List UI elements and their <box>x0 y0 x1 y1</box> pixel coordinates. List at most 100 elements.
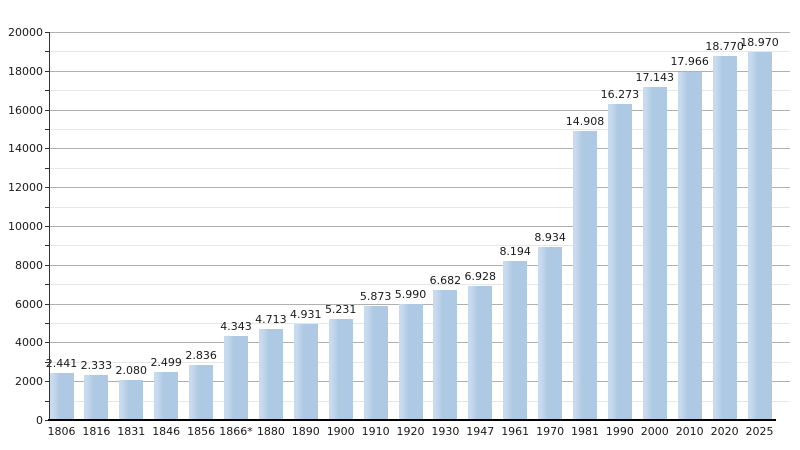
bar-value-label: 14.908 <box>565 114 605 128</box>
gridline-major <box>50 148 790 149</box>
y-axis-tick <box>45 51 50 52</box>
bar-value-label: 18.770 <box>705 39 744 53</box>
y-axis-tick <box>45 110 50 111</box>
x-axis-label: 1866* <box>219 425 253 438</box>
y-axis-tick <box>45 265 50 266</box>
y-axis-tick <box>45 226 50 227</box>
y-axis-label: 12000 <box>8 181 43 194</box>
x-axis-label: 1880 <box>256 425 285 438</box>
x-axis-label: 1930 <box>431 425 460 438</box>
bar-value-label: 17.966 <box>670 55 709 69</box>
y-axis-tick <box>45 420 50 421</box>
bar-value-label: 6.928 <box>464 269 497 283</box>
gridline-minor <box>50 51 790 52</box>
bar-value-label: 17.143 <box>635 71 675 85</box>
bar-1900 <box>328 318 353 420</box>
x-axis-label: 2010 <box>675 425 704 438</box>
x-axis-label: 1961 <box>501 425 530 438</box>
y-axis-tick <box>45 401 50 402</box>
gridline-major <box>50 265 790 266</box>
x-axis-label: 2025 <box>745 425 774 438</box>
bar-1856 <box>189 365 214 420</box>
gridline-major <box>50 32 790 33</box>
x-axis-label: 1981 <box>571 425 599 438</box>
y-axis-tick <box>45 71 50 72</box>
bar-value-label: 6.682 <box>429 274 462 288</box>
y-axis-label: 4000 <box>15 336 43 349</box>
bar-1990 <box>607 104 632 420</box>
x-axis-label: 2020 <box>710 425 739 438</box>
bar-value-label: 2.080 <box>115 363 148 377</box>
bar-1816 <box>84 374 109 420</box>
gridline-minor <box>50 284 790 285</box>
y-axis-label: 8000 <box>15 259 43 272</box>
gridline-minor <box>50 129 790 130</box>
y-axis-label: 10000 <box>8 220 43 233</box>
x-axis-label: 2000 <box>640 425 669 438</box>
y-axis-tick <box>45 284 50 285</box>
bar-2020 <box>712 55 737 420</box>
gridline-major <box>50 110 790 111</box>
y-axis-label: 0 <box>36 414 43 427</box>
bar-1961 <box>503 261 528 420</box>
bar-1970 <box>538 246 563 420</box>
bar-1846 <box>154 371 179 420</box>
bar-value-label: 4.931 <box>290 308 322 322</box>
bar-value-label: 5.990 <box>394 287 427 301</box>
bar-2000 <box>642 87 667 420</box>
y-axis-tick <box>45 304 50 305</box>
x-axis-line <box>48 419 776 421</box>
bar-1880 <box>258 328 283 420</box>
x-axis-label: 1831 <box>117 425 146 438</box>
x-axis-label: 1910 <box>361 425 390 438</box>
bar-value-label: 16.273 <box>600 88 640 102</box>
bar-1831 <box>119 379 144 420</box>
y-axis-tick <box>45 323 50 324</box>
bar-2010 <box>677 71 702 420</box>
y-axis-label: 20000 <box>8 26 43 39</box>
x-axis-label: 1970 <box>536 425 565 438</box>
bar-value-label: 8.194 <box>499 245 531 259</box>
x-axis-label: 1806 <box>47 425 76 438</box>
y-axis-label: 6000 <box>15 298 43 311</box>
gridline-minor <box>50 90 790 91</box>
bar-2025 <box>747 52 772 420</box>
y-axis-tick <box>45 187 50 188</box>
bar-1920 <box>398 303 423 420</box>
bar-value-label: 2.499 <box>150 355 182 369</box>
gridline-major <box>50 71 790 72</box>
bar-value-label: 8.934 <box>534 230 566 244</box>
y-axis-label: 14000 <box>8 142 43 155</box>
bar-value-label: 5.231 <box>324 302 357 316</box>
bar-1910 <box>363 306 388 420</box>
bar-value-label: 2.441 <box>45 356 78 370</box>
y-axis-label: 2000 <box>15 375 43 388</box>
gridline-minor <box>50 245 790 246</box>
gridline-major <box>50 187 790 188</box>
bar-value-label: 4.713 <box>255 312 287 326</box>
x-axis-label: 1816 <box>82 425 111 438</box>
bar-value-label: 18.970 <box>740 35 779 49</box>
bar-1930 <box>433 290 458 420</box>
y-axis-label: 18000 <box>8 65 43 78</box>
bar-1866* <box>224 335 248 420</box>
bar-value-label: 2.333 <box>80 358 113 372</box>
bar-value-label: 5.873 <box>359 290 392 304</box>
x-axis-label: 1947 <box>466 425 495 438</box>
bar-1890 <box>293 324 318 420</box>
x-axis-label: 1920 <box>396 425 425 438</box>
bar-1806 <box>49 372 74 420</box>
x-axis-label: 1856 <box>187 425 216 438</box>
gridline-major <box>50 226 790 227</box>
y-axis-tick <box>45 381 50 382</box>
y-axis-tick <box>45 129 50 130</box>
x-axis-label: 1890 <box>291 425 320 438</box>
y-axis-line <box>49 32 50 420</box>
y-axis-label: 16000 <box>8 104 43 117</box>
bar-1981 <box>573 130 597 420</box>
y-axis-tick <box>45 245 50 246</box>
x-axis-label: 1990 <box>605 425 634 438</box>
gridline-minor <box>50 207 790 208</box>
